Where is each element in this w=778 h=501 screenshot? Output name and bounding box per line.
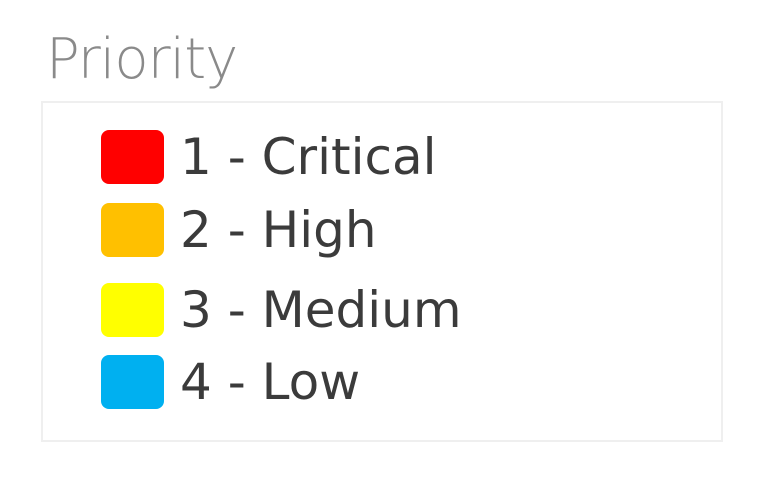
legend-item-label: 1 - Critical — [180, 128, 437, 186]
critical-color-swatch — [101, 130, 164, 184]
medium-color-swatch — [101, 283, 164, 337]
legend-item-low: 4 - Low — [101, 355, 360, 409]
legend-item-high: 2 - High — [101, 203, 377, 257]
legend-item-label: 4 - Low — [180, 353, 361, 411]
high-color-swatch — [101, 203, 164, 257]
legend-item-label: 2 - High — [180, 201, 377, 259]
low-color-swatch — [101, 355, 164, 409]
legend-item-label: 3 - Medium — [180, 281, 462, 339]
legend-item-critical: 1 - Critical — [101, 130, 437, 184]
legend-title: Priority — [46, 27, 238, 92]
priority-legend: 1 - Critical 2 - High 3 - Medium 4 - Low — [41, 101, 723, 442]
legend-item-medium: 3 - Medium — [101, 283, 462, 337]
